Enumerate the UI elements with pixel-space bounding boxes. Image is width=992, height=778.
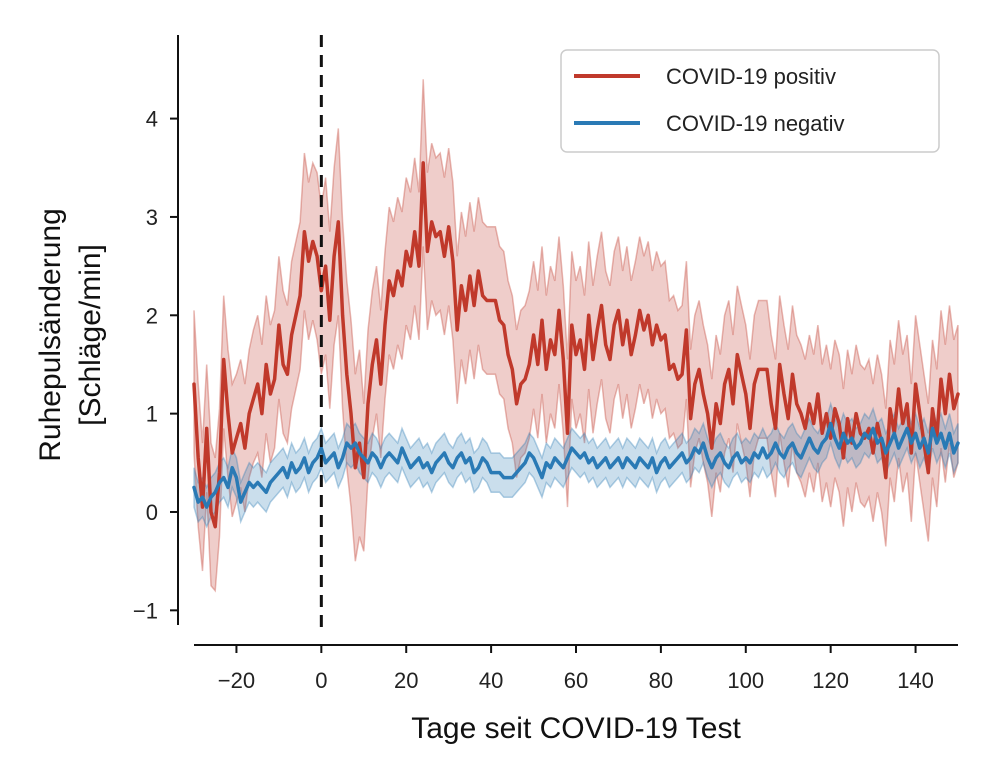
x-tick-label: 140 (897, 668, 934, 693)
x-tick-label: 80 (649, 668, 673, 693)
series-line-negative (192, 421, 960, 509)
legend-label-positive: COVID-19 positiv (666, 64, 836, 89)
x-tick-label: 40 (479, 668, 503, 693)
y-axis-title-group: Ruhepulsänderung [Schläge/min] (34, 208, 107, 462)
y-axis-title-line-1: Ruhepulsänderung (34, 208, 67, 462)
confidence-bands (193, 79, 959, 593)
legend-label-negative: COVID-19 negativ (666, 111, 845, 136)
x-tick-label: 20 (394, 668, 418, 693)
x-tick-label: 120 (812, 668, 849, 693)
x-tick-label: 0 (315, 668, 327, 693)
series-line-positive (192, 161, 960, 529)
y-tick-label: 0 (146, 500, 158, 525)
series-lines (192, 161, 960, 529)
y-tick-label: 1 (146, 402, 158, 427)
legend: COVID-19 positiv COVID-19 negativ (560, 49, 940, 153)
x-tick-label: 100 (727, 668, 764, 693)
y-tick-label: 3 (146, 205, 158, 230)
y-tick-label: 2 (146, 303, 158, 328)
x-tick-label: 60 (564, 668, 588, 693)
y-axis-title-line-2: [Schläge/min] (74, 244, 107, 426)
y-ticks: −1 0 1 2 3 4 (133, 107, 178, 623)
band-negative (193, 401, 959, 529)
legend-frame (560, 49, 940, 153)
x-axis-title: Tage seit COVID-19 Test (411, 712, 741, 745)
band-positive (193, 79, 959, 593)
y-tick-label: −1 (133, 598, 158, 623)
x-tick-label: −20 (218, 668, 255, 693)
y-tick-label: 4 (146, 107, 158, 132)
x-ticks: −20 0 20 40 60 80 100 120 140 (218, 645, 934, 693)
